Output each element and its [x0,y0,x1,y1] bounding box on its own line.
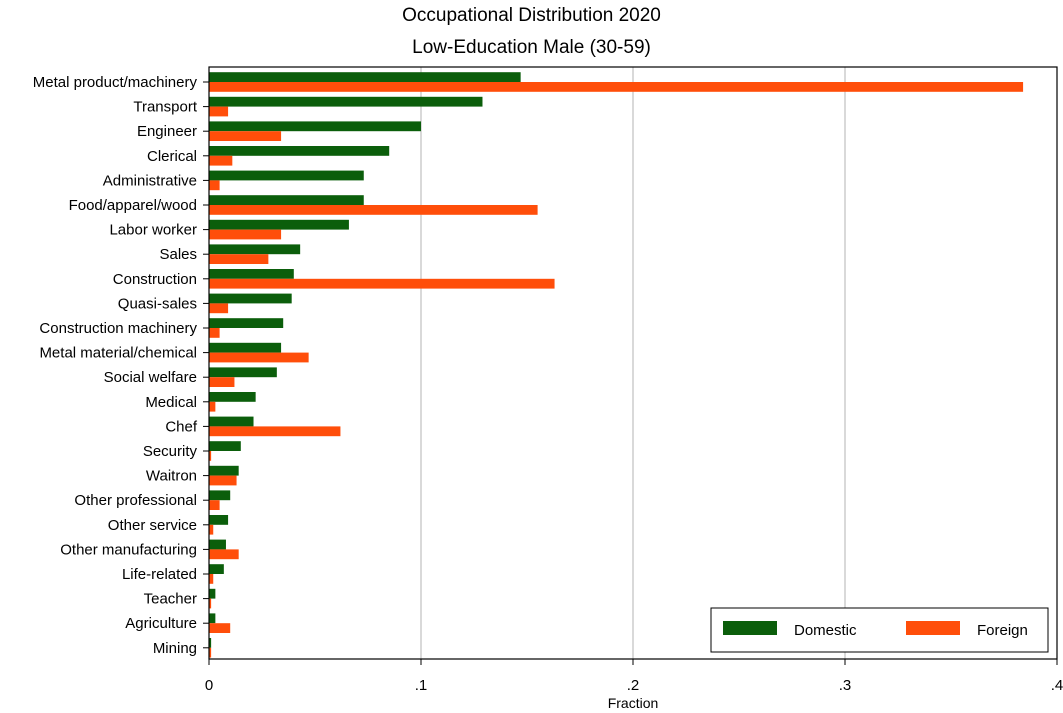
bar-domestic [209,96,483,107]
category-label: Metal product/machinery [33,74,198,91]
category-label: Metal material/chemical [39,345,197,362]
category-label: Transport [133,99,197,116]
bar-foreign [209,106,229,117]
bar-foreign [209,451,212,461]
x-tick-label: .3 [839,677,852,694]
bar-domestic [209,219,349,230]
bar-foreign [209,180,220,191]
bar-domestic [209,564,224,574]
legend-label-foreign: Foreign [977,622,1028,639]
category-label: Social welfare [104,369,197,386]
bar-foreign [209,574,214,584]
bar-domestic [209,613,216,624]
category-label: Construction [113,271,197,288]
legend-swatch-foreign [906,621,960,635]
bar-domestic [209,515,229,525]
bar-foreign [209,377,235,387]
x-tick-label: .1 [415,677,428,694]
bar-domestic [209,72,521,82]
legend-label-domestic: Domestic [794,622,857,639]
bar-domestic [209,441,241,451]
bar-foreign [209,623,231,633]
bar-foreign [209,155,233,166]
bar-domestic [209,416,254,427]
category-label: Other service [108,517,197,534]
bar-foreign [209,205,538,215]
bar-foreign [209,426,341,437]
bar-foreign [209,524,214,535]
legend-swatch-domestic [723,621,777,635]
category-label: Other professional [74,492,197,509]
category-label: Mining [153,640,197,657]
bar-domestic [209,318,284,328]
category-label: Administrative [103,172,197,189]
x-tick-label: .4 [1051,677,1063,694]
category-label: Teacher [144,591,197,608]
bar-domestic [209,146,390,156]
bar-domestic [209,588,216,599]
category-label: Medical [145,394,197,411]
category-label: Construction machinery [39,320,197,337]
bar-foreign [209,475,237,486]
bar-domestic [209,195,364,205]
bar-domestic [209,170,364,181]
x-tick-label: 0 [205,677,213,694]
bar-domestic [209,539,226,550]
bar-foreign [209,254,269,264]
x-axis-label: Fraction [608,695,659,711]
bar-domestic [209,293,292,304]
category-label: Quasi-sales [118,295,197,312]
category-label: Other manufacturing [60,541,197,558]
bar-foreign [209,82,1024,92]
bar-foreign [209,131,282,141]
bar-foreign [209,328,220,338]
bar-foreign [209,598,212,609]
bar-domestic [209,121,421,132]
category-label: Food/apparel/wood [69,197,197,214]
bar-domestic [209,392,256,402]
bar-foreign [209,500,220,510]
bar-domestic [209,269,294,279]
category-label: Sales [159,246,197,263]
category-label: Life-related [122,566,197,583]
x-tick-label: .2 [627,677,640,694]
category-label: Agriculture [125,615,197,632]
chart-subtitle: Low-Education Male (30-59) [412,37,651,58]
category-label: Clerical [147,148,197,165]
bar-foreign [209,352,309,363]
bar-foreign [209,549,239,560]
bar-foreign [209,647,212,658]
category-label: Chef [165,418,198,435]
bar-foreign [209,303,229,314]
bar-domestic [209,244,301,255]
bar-domestic [209,367,277,378]
legend-box [710,607,1049,653]
category-label: Security [143,443,198,460]
bar-foreign [209,278,555,289]
bar-domestic [209,465,239,476]
category-label: Waitron [146,468,197,485]
bar-foreign [209,401,216,412]
bar-domestic [209,490,231,501]
category-label: Engineer [137,123,197,140]
category-label: Labor worker [109,222,197,239]
bar-domestic [209,342,282,353]
chart-title: Occupational Distribution 2020 [402,5,661,26]
bar-foreign [209,229,282,240]
bar-domestic [209,638,212,648]
